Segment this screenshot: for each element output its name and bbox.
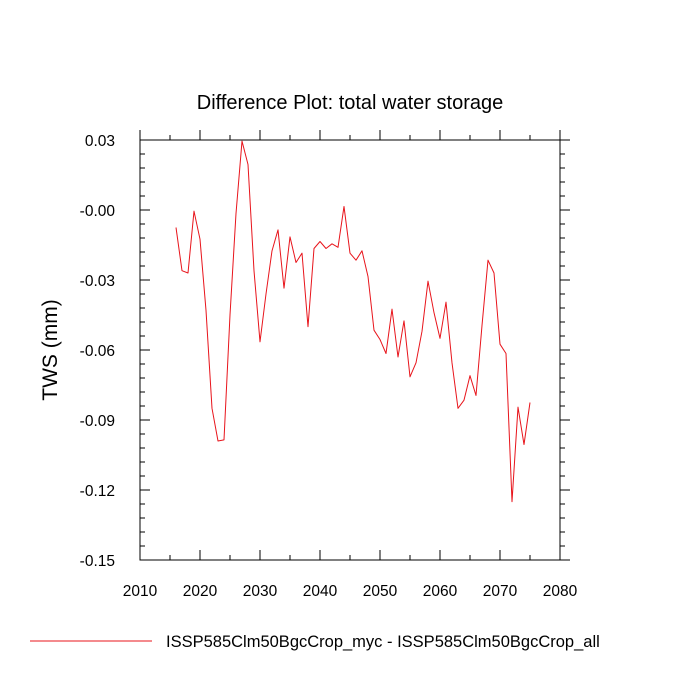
- chart-title: Difference Plot: total water storage: [197, 92, 503, 114]
- x-tick-label: 2020: [183, 583, 218, 600]
- x-tick-label: 2050: [363, 583, 398, 600]
- y-tick-label: -0.12: [80, 483, 115, 500]
- x-tick-label: 2060: [423, 583, 458, 600]
- legend: ISSP585Clm50BgcCrop_myc - ISSP585Clm50Bg…: [30, 633, 600, 651]
- axis-tick-labels: 2010 2020 2030 2040 2050 2060 2070 2080 -0.15 -0.…: [80, 133, 578, 600]
- x-tick-label: 2040: [303, 583, 338, 600]
- y-tick-label: -0.00: [80, 203, 116, 220]
- series-layer: [175, 140, 531, 503]
- x-tick-label: 2080: [543, 583, 578, 600]
- axis-ticks: [139, 130, 570, 561]
- legend-series-label: ISSP585Clm50BgcCrop_myc - ISSP585Clm50Bg…: [166, 633, 600, 651]
- plot-frame: [139, 139, 561, 561]
- series-line-0: [175, 140, 531, 503]
- x-tick-label: 2030: [243, 583, 278, 600]
- y-axis-label: TWS (mm): [39, 299, 62, 400]
- x-tick-label: 2010: [123, 583, 158, 600]
- x-tick-label: 2070: [483, 583, 518, 600]
- y-tick-label: -0.09: [80, 413, 115, 430]
- y-tick-label: -0.15: [80, 553, 115, 570]
- y-tick-label: -0.03: [80, 273, 115, 290]
- y-tick-label: -0.06: [80, 343, 115, 360]
- y-tick-label: 0.03: [85, 133, 115, 150]
